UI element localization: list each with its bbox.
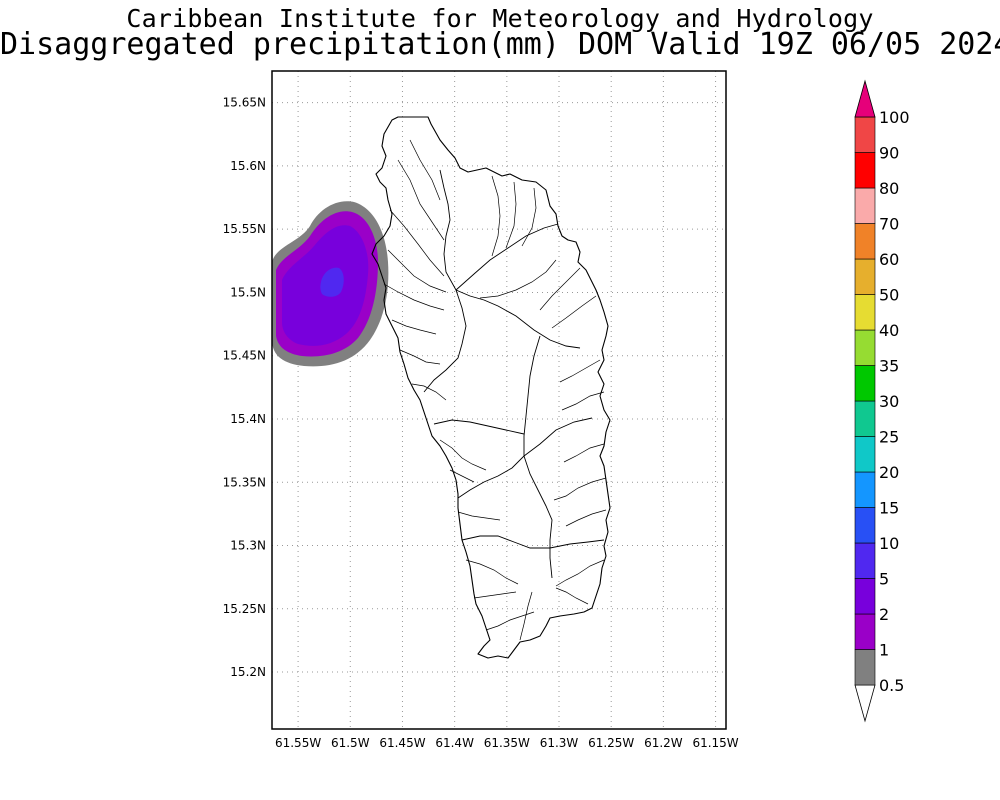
colorbar-segment (854, 400, 876, 437)
lon-tick-label: 61.2W (644, 736, 683, 750)
colorbar-segment (854, 365, 876, 402)
lat-tick-label: 15.6N (230, 159, 266, 173)
colorbar-label: 10 (879, 534, 899, 553)
lat-tick-label: 15.4N (230, 412, 266, 426)
latitude-tick-labels: 15.65N 15.6N 15.55N 15.5N 15.45N 15.4N 15.35N 1… (223, 96, 266, 679)
colorbar-segment (854, 507, 876, 544)
colorbar-label: 5 (879, 570, 889, 589)
colorbar-label: 25 (879, 428, 899, 447)
lat-tick-label: 15.2N (230, 665, 266, 679)
lat-tick-label: 15.5N (230, 285, 266, 299)
lat-tick-label: 15.55N (223, 222, 266, 236)
lon-tick-label: 61.15W (692, 736, 738, 750)
colorbar-label: 15 (879, 499, 899, 518)
colorbar-upper-extension (854, 79, 876, 118)
colorbar-segment (854, 187, 876, 224)
colorbar-label: 60 (879, 250, 899, 269)
lon-tick-label: 61.5W (331, 736, 370, 750)
parish-boundaries (423, 169, 605, 579)
precipitation-area (272, 201, 389, 367)
lat-tick-label: 15.45N (223, 349, 266, 363)
colorbar-segment (854, 649, 876, 686)
colorbar-label: 20 (879, 463, 899, 482)
grid-lines (272, 71, 726, 729)
longitude-tick-labels: 61.55W 61.5W 61.45W 61.4W 61.35W 61.3W 61.25W 6… (275, 736, 739, 750)
lon-tick-label: 61.45W (379, 736, 425, 750)
plot-frame (271, 70, 727, 730)
colorbar-segment (854, 152, 876, 189)
colorbar-label: 100 (879, 108, 910, 127)
lat-tick-label: 15.25N (223, 602, 266, 616)
colorbar-label: 1 (879, 641, 889, 660)
colorbar-label: 50 (879, 286, 899, 305)
lat-tick-label: 15.35N (223, 475, 266, 489)
colorbar-label: 30 (879, 392, 899, 411)
lon-tick-label: 61.35W (484, 736, 530, 750)
colorbar-label: 2 (879, 605, 889, 624)
colorbar-segment (854, 223, 876, 260)
colorbar-segment (854, 613, 876, 650)
dominica-island (371, 116, 611, 659)
colorbar-segment (854, 471, 876, 508)
colorbar-segment (854, 542, 876, 579)
colorbar-segment (854, 116, 876, 153)
colorbar-label: 35 (879, 357, 899, 376)
map-title: Disaggregated precipitation(mm) DOM Vali… (0, 27, 1000, 62)
institute-title: Caribbean Institute for Meteorology and … (126, 4, 874, 33)
precip-level-5 (320, 267, 344, 297)
colorbar-label: 70 (879, 215, 899, 234)
colorbar-label: 90 (879, 144, 899, 163)
colorbar-segment (854, 294, 876, 331)
colorbar-lower-extension (854, 684, 876, 723)
lon-tick-label: 61.4W (435, 736, 474, 750)
colorbar-segment (854, 578, 876, 615)
river-network (383, 139, 607, 641)
colorbar-label: 40 (879, 321, 899, 340)
lon-tick-label: 61.55W (275, 736, 321, 750)
colorbar-segment (854, 258, 876, 295)
island-coastline (371, 116, 611, 659)
colorbar-segment (854, 329, 876, 366)
lon-tick-label: 61.25W (588, 736, 634, 750)
lat-tick-label: 15.65N (223, 96, 266, 110)
colorbar-segment (854, 436, 876, 473)
lat-tick-label: 15.3N (230, 539, 266, 553)
lon-tick-label: 61.3W (540, 736, 579, 750)
colorbar-label: 80 (879, 179, 899, 198)
colorbar-label: 0.5 (879, 676, 904, 695)
